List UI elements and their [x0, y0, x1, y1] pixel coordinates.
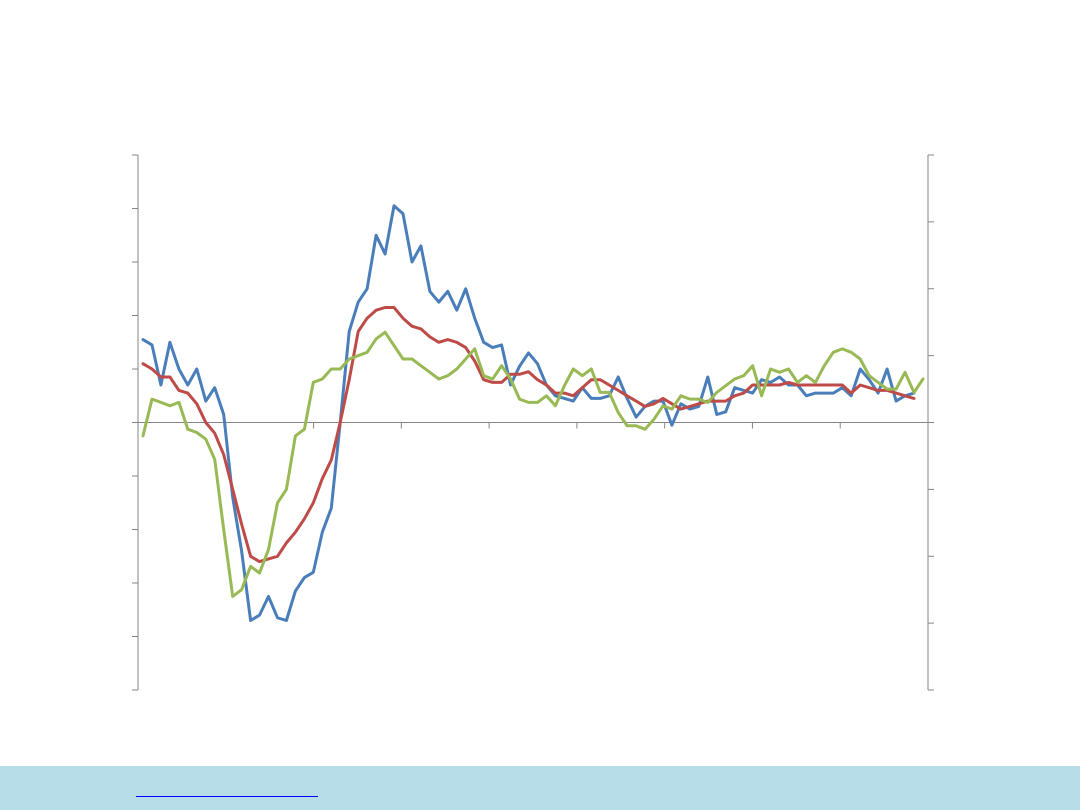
chart-series-layer: [141, 204, 925, 622]
footer-band: [0, 766, 1080, 810]
series-line-1: [141, 204, 916, 622]
chart-axes: [132, 154, 934, 691]
line-chart: [132, 154, 934, 691]
series-line-3: [141, 330, 925, 598]
series-line-2: [141, 306, 916, 564]
source-link[interactable]: [136, 778, 318, 797]
